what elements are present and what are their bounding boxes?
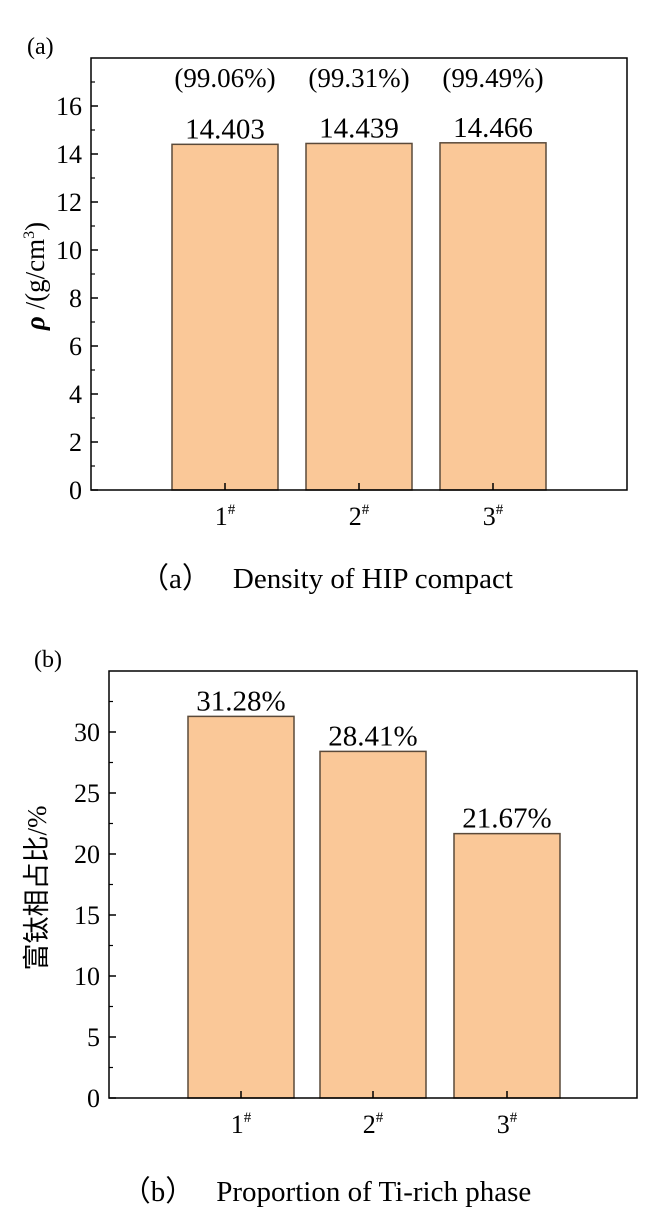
y-tick-label-25: 25 [74, 779, 100, 808]
value-label-3: 21.67% [462, 803, 551, 835]
y-tick-label-6: 6 [69, 332, 82, 361]
caption-a: （a） Density of HIP compact [0, 555, 653, 597]
x-tick-sup: # [496, 502, 504, 518]
percent-label-1: (99.06%) [174, 63, 275, 93]
density-chart: (a) 14.403 (99.06%) 14.439 (99.31%) 14.466 (99… [20, 34, 628, 531]
chart-panel-a: (a) 14.403 (99.06%) 14.439 (99.31%) 14.466 (99… [0, 34, 653, 597]
x-tick-sup: # [510, 1110, 518, 1126]
x-tick-sup: # [244, 1110, 252, 1126]
x-tick-label-2: 2# [363, 1110, 384, 1139]
x-tick-label-3: 3# [497, 1110, 518, 1139]
bar-1 [187, 715, 295, 1099]
value-label-1: 14.403 [185, 113, 265, 145]
bar-3 [439, 142, 547, 491]
y-tick-label-30: 30 [74, 718, 100, 747]
caption-b-prefix: （b） [121, 1176, 195, 1208]
y-axis-label-unit: /(g/cm [20, 239, 50, 316]
y-tick-label-14: 14 [56, 140, 82, 169]
bar-3 [453, 832, 561, 1099]
value-label-1: 31.28% [196, 685, 285, 717]
value-label-2: 14.439 [319, 112, 399, 144]
x-tick-label-2: 2# [349, 502, 370, 531]
chart-panel-b: (b) 31.28% 28.41% 21.67% 0 5 10 15 20 25 30 1# 2# 3# 富… [0, 612, 653, 1224]
x-tick-base: 2 [349, 502, 362, 531]
y-tick-label-10: 10 [56, 236, 82, 265]
x-tick-base: 3 [497, 1110, 510, 1139]
bar-2 [319, 750, 427, 1099]
y-axis-label-text: 富钛相占比/% [22, 806, 52, 971]
y-tick-label-4: 4 [69, 380, 82, 409]
y-tick-label-0: 0 [69, 476, 82, 505]
bar-2 [305, 142, 413, 491]
y-tick-label-20: 20 [74, 840, 100, 869]
y-tick-label-5: 5 [87, 1023, 100, 1052]
y-tick-label-12: 12 [56, 188, 82, 217]
value-label-2: 28.41% [328, 720, 417, 752]
caption-a-text: Density of HIP compact [232, 563, 513, 595]
y-tick-label-15: 15 [74, 901, 100, 930]
y-axis-label: ρ /(g/cm3) [20, 222, 50, 331]
y-tick-label-10: 10 [74, 962, 100, 991]
y-axis-label-sup: 3 [21, 231, 38, 239]
x-tick-base: 2 [363, 1110, 376, 1139]
x-tick-sup: # [376, 1110, 384, 1126]
x-tick-label-1: 1# [215, 502, 236, 531]
value-label-3: 14.466 [453, 112, 533, 144]
caption-b-text: Proportion of Ti-rich phase [216, 1176, 532, 1208]
x-tick-label-1: 1# [231, 1110, 252, 1139]
y-axis-label-symbol: ρ [20, 316, 50, 331]
x-tick-label-3: 3# [483, 502, 504, 531]
bar-1 [171, 143, 279, 491]
y-tick-label-2: 2 [69, 428, 82, 457]
y-tick-label-16: 16 [56, 92, 82, 121]
y-axis-label: 富钛相占比/% [22, 806, 52, 971]
y-tick-label-8: 8 [69, 284, 82, 313]
x-tick-sup: # [228, 502, 236, 518]
percent-label-2: (99.31%) [308, 63, 409, 93]
x-tick-base: 3 [483, 502, 496, 531]
caption-a-prefix: （a） [140, 563, 211, 595]
panel-label: (a) [27, 34, 54, 60]
percent-label-3: (99.49%) [442, 63, 543, 93]
x-tick-base: 1 [215, 502, 228, 531]
y-axis-label-end: ) [20, 222, 50, 231]
caption-b: （b） Proportion of Ti-rich phase [0, 1168, 653, 1210]
y-tick-label-0: 0 [87, 1084, 100, 1113]
x-tick-sup: # [362, 502, 370, 518]
panel-label: (b) [34, 647, 62, 673]
x-tick-base: 1 [231, 1110, 244, 1139]
